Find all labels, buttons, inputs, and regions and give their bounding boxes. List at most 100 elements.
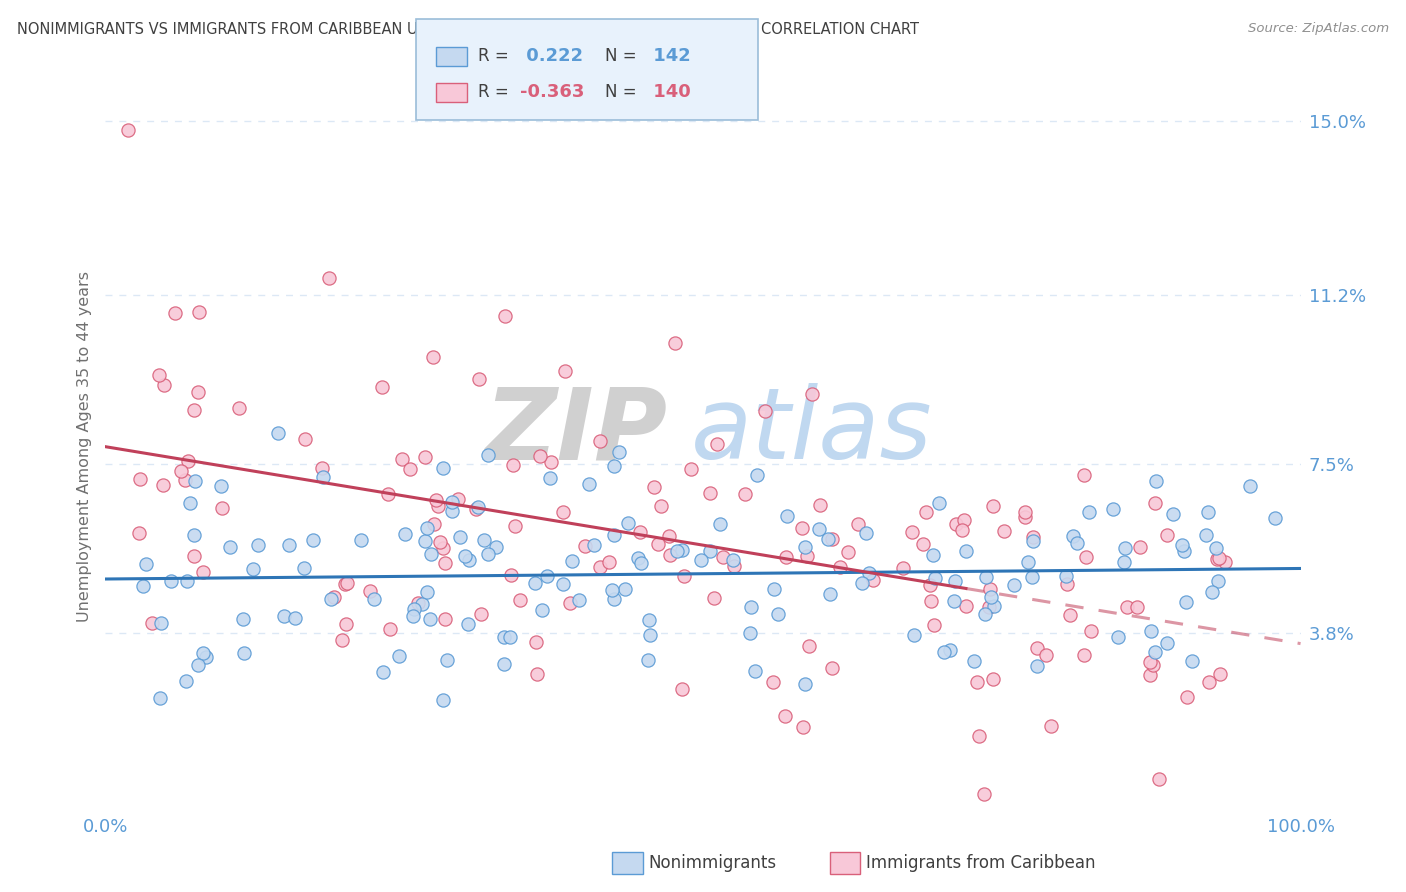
Point (415, 521, 437, 535)
Point (183, 549, 205, 564)
Point (911, 537, 934, 551)
Point (1073, 467, 1095, 482)
Point (915, 505, 938, 519)
Point (650, 499, 672, 513)
Point (589, 434, 612, 448)
Point (1035, 648, 1057, 662)
Point (638, 628, 661, 642)
Point (193, 566, 215, 580)
Point (177, 454, 200, 468)
Point (187, 658, 209, 673)
Point (1026, 658, 1049, 673)
Point (501, 568, 523, 582)
Point (920, 594, 942, 608)
Point (371, 380, 394, 394)
Point (457, 616, 479, 631)
Point (363, 592, 385, 607)
Point (1021, 570, 1043, 584)
Point (762, 582, 785, 597)
Point (603, 528, 626, 542)
Point (433, 557, 456, 571)
Point (761, 675, 783, 690)
Point (449, 530, 471, 544)
Point (169, 464, 191, 478)
Point (658, 529, 681, 543)
Point (553, 576, 575, 591)
Point (1115, 600, 1137, 615)
Point (176, 574, 198, 589)
Point (976, 570, 998, 584)
Point (647, 537, 669, 551)
Point (973, 607, 995, 621)
Point (603, 458, 626, 473)
Point (284, 611, 307, 625)
Point (554, 363, 576, 377)
Point (1129, 540, 1152, 554)
Point (754, 404, 776, 418)
Text: Source: ZipAtlas.com: Source: ZipAtlas.com (1249, 22, 1389, 36)
Point (967, 729, 990, 743)
Point (211, 501, 233, 516)
Point (187, 384, 209, 399)
Point (600, 583, 623, 598)
Point (312, 469, 335, 483)
Point (332, 633, 354, 648)
Point (981, 500, 1004, 514)
Text: Nonimmigrants: Nonimmigrants (648, 854, 776, 871)
Point (406, 596, 429, 610)
Point (980, 590, 1002, 604)
Point (797, 639, 820, 653)
Point (792, 720, 814, 734)
Point (943, 574, 966, 588)
Point (932, 645, 955, 659)
Point (734, 487, 756, 501)
Point (1239, 479, 1261, 493)
Point (419, 612, 441, 626)
Point (808, 498, 831, 512)
Point (723, 558, 745, 573)
Point (1059, 607, 1081, 622)
Point (377, 486, 399, 500)
Point (721, 553, 744, 567)
Point (922, 548, 945, 562)
Point (711, 549, 734, 564)
Point (195, 650, 218, 665)
Point (360, 583, 382, 598)
Point (817, 533, 839, 547)
Point (1080, 624, 1102, 638)
Point (391, 452, 413, 467)
Point (150, 615, 173, 630)
Point (924, 618, 946, 632)
Point (454, 549, 477, 563)
Point (1206, 574, 1229, 588)
Point (558, 596, 581, 610)
Point (1156, 528, 1178, 542)
Point (901, 524, 924, 539)
Point (630, 556, 652, 570)
Point (311, 461, 333, 475)
Point (664, 336, 686, 351)
Point (388, 648, 411, 663)
Point (740, 625, 762, 640)
Point (966, 675, 988, 690)
Point (1264, 511, 1286, 525)
Text: Immigrants from Caribbean: Immigrants from Caribbean (866, 854, 1095, 871)
Point (148, 368, 170, 382)
Point (494, 309, 516, 323)
Point (494, 657, 516, 671)
Point (773, 709, 796, 723)
Point (1022, 533, 1045, 548)
Point (413, 534, 436, 549)
Point (553, 505, 575, 519)
Point (470, 607, 492, 621)
Point (821, 532, 844, 546)
Point (128, 525, 150, 540)
Point (540, 455, 562, 469)
Point (792, 521, 814, 535)
Point (232, 612, 254, 626)
Point (434, 612, 457, 626)
Point (744, 664, 766, 678)
Point (918, 578, 941, 592)
Point (1144, 474, 1167, 488)
Point (1156, 636, 1178, 650)
